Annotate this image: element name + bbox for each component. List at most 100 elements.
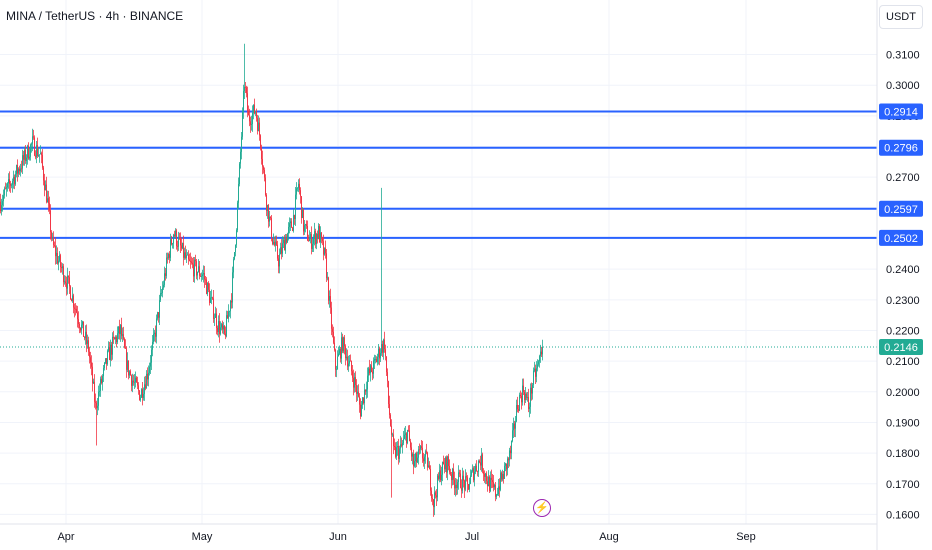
candle-body bbox=[503, 473, 504, 479]
candle-body bbox=[152, 341, 153, 350]
candle-body bbox=[32, 136, 33, 144]
candle-body bbox=[61, 267, 62, 269]
candle-body bbox=[102, 376, 103, 383]
candle-body bbox=[191, 261, 192, 263]
candle-body bbox=[318, 226, 319, 239]
candle-body bbox=[91, 362, 92, 367]
currency-unit-button[interactable]: USDT bbox=[879, 5, 923, 29]
candle-body bbox=[455, 484, 456, 489]
candle-body bbox=[326, 253, 327, 279]
candle-body bbox=[359, 396, 360, 405]
candle-body bbox=[370, 365, 371, 374]
candle-body bbox=[131, 375, 132, 386]
candle-body bbox=[23, 155, 24, 160]
candle-body bbox=[189, 259, 190, 262]
candle-body bbox=[454, 479, 455, 489]
candle-body bbox=[249, 115, 250, 122]
lightning-icon[interactable]: ⚡ bbox=[533, 499, 551, 517]
candle-body bbox=[139, 390, 140, 401]
candle-body bbox=[186, 255, 187, 259]
candle-body bbox=[259, 122, 260, 136]
price-axis[interactable]: 0.1600 0.1700 0.1800 0.1900 0.2000 0.2100 0.22… bbox=[876, 0, 932, 550]
candle-body bbox=[478, 461, 479, 472]
candle-body bbox=[295, 194, 296, 219]
candle-body bbox=[90, 357, 91, 363]
candle-body bbox=[363, 397, 364, 404]
candle-body bbox=[373, 360, 374, 374]
candle-body bbox=[406, 433, 407, 444]
candle-body bbox=[63, 266, 64, 283]
level-price-label: 0.2502 bbox=[884, 233, 918, 245]
candle-body bbox=[254, 104, 255, 114]
candle-body bbox=[308, 240, 309, 242]
candle-body bbox=[415, 453, 416, 462]
candle-body bbox=[296, 188, 297, 195]
candle-body bbox=[469, 483, 470, 490]
candle-body bbox=[233, 259, 234, 273]
candle-body bbox=[130, 371, 131, 376]
candle-body bbox=[107, 350, 108, 364]
candle-body bbox=[463, 475, 464, 481]
candle-body bbox=[207, 283, 208, 295]
candle-body bbox=[136, 377, 137, 383]
candle-body bbox=[212, 297, 213, 299]
candle-body bbox=[301, 196, 302, 218]
candle-body bbox=[437, 475, 438, 498]
candle-body bbox=[335, 349, 336, 370]
candle-body bbox=[307, 225, 308, 241]
candle-body bbox=[428, 465, 429, 468]
candle-body bbox=[340, 348, 341, 359]
candle-body bbox=[121, 324, 122, 336]
candle-body bbox=[352, 371, 353, 378]
candle-body bbox=[376, 358, 377, 363]
candle-body bbox=[505, 463, 506, 466]
candle-body bbox=[162, 287, 163, 293]
candle-body bbox=[190, 261, 191, 262]
candle-body bbox=[161, 292, 162, 294]
candle-body bbox=[339, 348, 340, 354]
price-tick-label: 0.3000 bbox=[886, 80, 920, 92]
candle-body bbox=[6, 187, 7, 189]
candle-body bbox=[477, 470, 478, 472]
candle-body bbox=[368, 368, 369, 376]
candle-body bbox=[158, 312, 159, 318]
candle-body bbox=[434, 492, 435, 508]
time-axis[interactable]: Apr May Jun Jul Aug Sep bbox=[0, 523, 877, 543]
candle-body bbox=[525, 393, 526, 400]
candle-body bbox=[328, 277, 329, 301]
candle-body bbox=[200, 275, 201, 277]
candle-body bbox=[165, 273, 166, 276]
candle-body bbox=[542, 347, 543, 355]
candle-body bbox=[310, 234, 311, 239]
candle-body bbox=[69, 277, 70, 287]
candle-body bbox=[209, 289, 210, 303]
candle-body bbox=[492, 479, 493, 483]
candle-body bbox=[266, 195, 267, 211]
horizontal-levels[interactable] bbox=[0, 110, 877, 348]
candle-body bbox=[511, 440, 512, 454]
candle-body bbox=[388, 381, 389, 405]
candle-body bbox=[468, 484, 469, 490]
price-tick-label: 0.2200 bbox=[886, 325, 920, 337]
candle-body bbox=[122, 334, 123, 336]
candle-body bbox=[78, 319, 79, 324]
candle-body bbox=[517, 405, 518, 410]
candle-body bbox=[516, 405, 517, 422]
candle-body bbox=[482, 454, 483, 472]
time-tick-label: May bbox=[192, 531, 213, 543]
candle-body bbox=[171, 239, 172, 245]
candle-body bbox=[140, 397, 141, 401]
level-price-label: 0.2796 bbox=[884, 143, 918, 155]
level-price-label-bg bbox=[879, 200, 923, 217]
candle-body bbox=[537, 364, 538, 369]
candle-body bbox=[135, 377, 136, 383]
candle-body bbox=[538, 361, 539, 365]
candle-body bbox=[532, 384, 533, 394]
candle-body bbox=[105, 358, 106, 363]
candle-body bbox=[89, 351, 90, 358]
candle-body bbox=[534, 368, 535, 371]
candle-body bbox=[278, 258, 279, 267]
candle-body bbox=[338, 353, 339, 357]
candle-body bbox=[201, 276, 202, 277]
